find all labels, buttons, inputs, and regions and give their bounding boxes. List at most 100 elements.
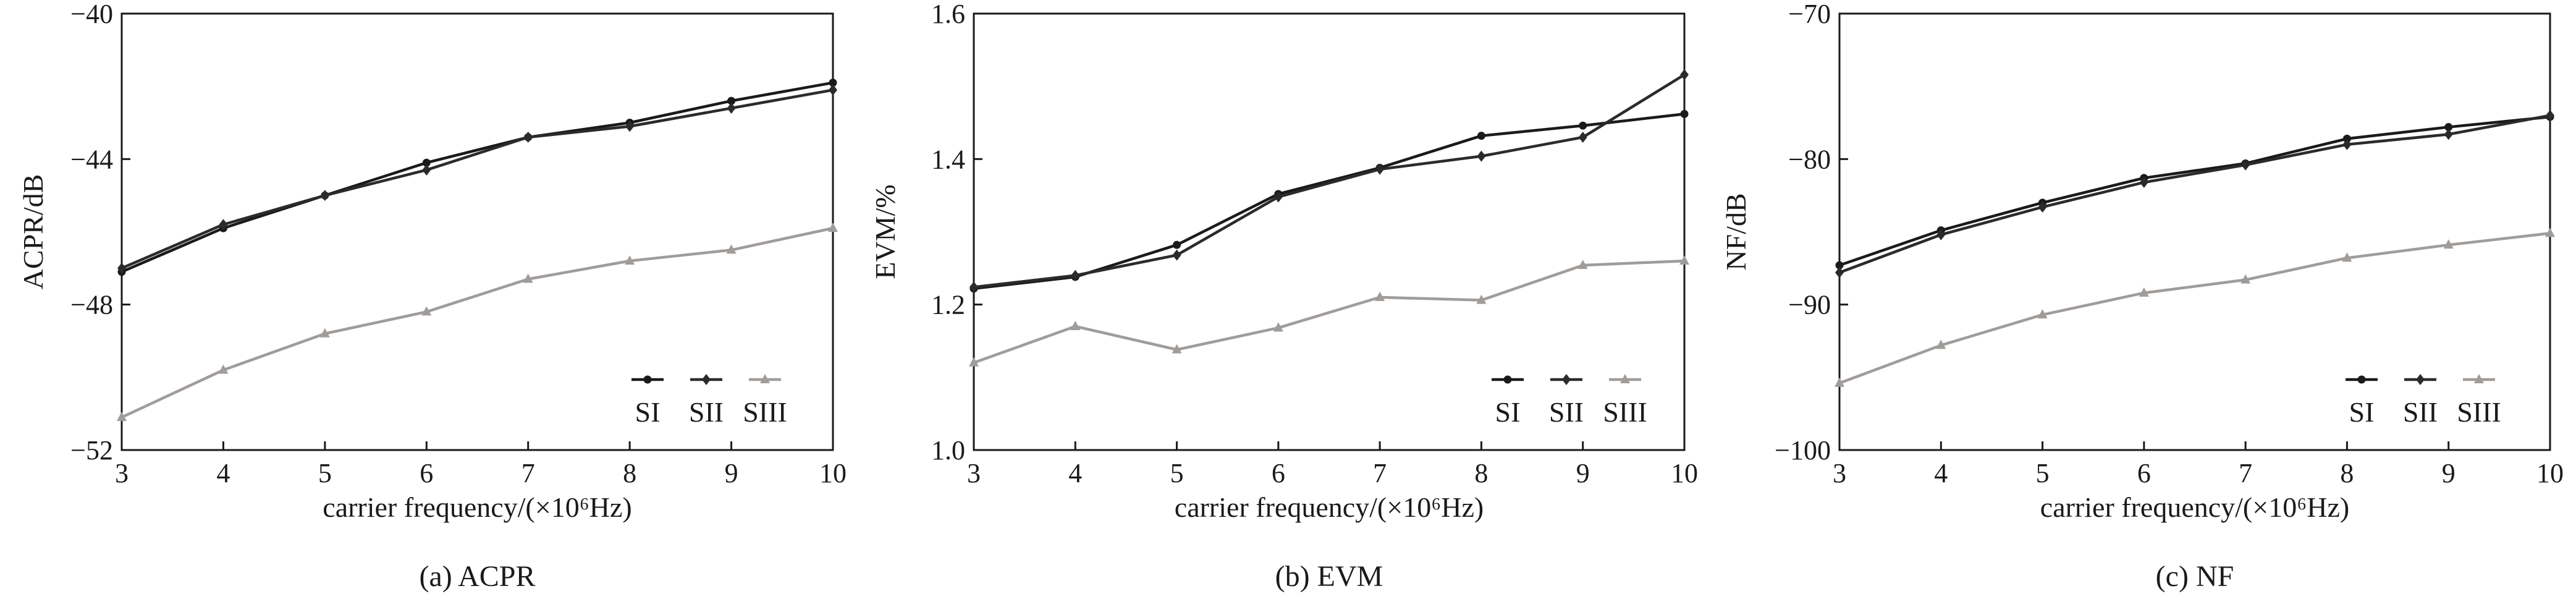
data-point-SIII	[421, 306, 432, 316]
legend-label-SI: SI	[1495, 396, 1521, 428]
data-point-SII	[2546, 109, 2554, 121]
legend: SI SII SIII	[2346, 374, 2501, 428]
data-point-SIII	[117, 412, 127, 422]
data-point-SI	[1680, 109, 1689, 118]
data-point-SII	[2139, 176, 2148, 188]
y-tick-label: 1.2	[931, 290, 965, 320]
x-tick-label: 5	[318, 458, 332, 488]
series-line-SI	[973, 113, 1685, 291]
data-point-SII	[219, 219, 228, 231]
y-tick-label: −70	[1788, 0, 1831, 29]
x-tick-label: 4	[216, 458, 230, 488]
data-point-SI	[1579, 121, 1587, 130]
y-tick-label: 1.0	[931, 435, 965, 465]
legend-label-SIII: SIII	[743, 396, 787, 428]
y-tick-label: −80	[1788, 144, 1831, 174]
data-point-SIII	[2240, 274, 2251, 284]
x-tick-label: 3	[115, 458, 129, 488]
data-point-SII	[117, 262, 126, 274]
x-tick-label: 8	[623, 458, 636, 488]
legend-marker-SII	[1562, 374, 1571, 385]
data-point-SIII	[2342, 252, 2352, 262]
x-tick-label: 6	[1272, 458, 1285, 488]
legend-label-SII: SII	[2403, 396, 2438, 428]
x-tick-label: 7	[2239, 458, 2252, 488]
data-point-SII	[1936, 229, 1946, 240]
x-tick-label: 9	[725, 458, 738, 488]
data-point-SIII	[1679, 255, 1689, 265]
y-tick-label: −90	[1788, 290, 1831, 320]
data-point-SII	[523, 132, 533, 143]
data-point-SIII	[2443, 239, 2454, 249]
data-point-SIII	[1070, 320, 1081, 330]
x-tick-label: 4	[1934, 458, 1948, 488]
x-tick-label: 5	[1170, 458, 1184, 488]
panel-caption: (a) ACPR	[419, 560, 535, 593]
y-tick-label: −52	[70, 435, 113, 465]
x-tick-label: 9	[1576, 458, 1590, 488]
data-point-SI	[829, 79, 837, 87]
data-point-SIII	[726, 244, 737, 254]
data-point-SI	[2444, 123, 2453, 132]
x-axis-label: carrier frequency/(×10⁶Hz)	[2040, 491, 2349, 523]
data-point-SIII	[1577, 260, 1588, 270]
data-point-SI	[1477, 132, 1485, 140]
x-tick-label: 8	[1474, 458, 1488, 488]
y-tick-label: −40	[70, 0, 113, 29]
y-axis-label: ACPR/dB	[17, 174, 49, 290]
legend-marker-SI	[1503, 375, 1512, 384]
y-tick-label: −44	[70, 144, 113, 174]
data-point-SIII	[1835, 377, 1844, 387]
data-point-SIII	[218, 364, 229, 374]
panel-caption: (b) EVM	[1275, 560, 1383, 593]
legend-label-SII: SII	[1549, 396, 1584, 428]
data-point-SIII	[2545, 227, 2555, 237]
y-axis-label: EVM/%	[869, 184, 901, 279]
data-point-SIII	[2037, 309, 2048, 319]
x-tick-label: 4	[1068, 458, 1082, 488]
x-tick-label: 7	[1373, 458, 1387, 488]
data-point-SI	[727, 96, 736, 105]
data-point-SIII	[2139, 287, 2149, 297]
data-point-SIII	[523, 273, 533, 283]
data-point-SII	[2038, 201, 2047, 213]
legend-label-SIII: SIII	[2457, 396, 2501, 428]
data-point-SIII	[1936, 339, 1946, 349]
legend-marker-SIII	[760, 374, 770, 383]
chart-panel-1: 3 4 5 6 7 8 9 10 −52 −48 −44 −40 carrier frequency/(…	[17, 0, 847, 593]
data-point-SII	[1172, 249, 1181, 261]
legend: SI SII SIII	[1492, 374, 1647, 428]
x-tick-label: 10	[2536, 458, 2564, 488]
legend-marker-SI	[643, 375, 652, 384]
y-tick-label: 1.6	[931, 0, 965, 29]
series-line-SII	[121, 88, 834, 270]
data-point-SII	[422, 164, 431, 176]
x-tick-label: 10	[819, 458, 847, 488]
plot-frame	[1838, 12, 2551, 451]
plot-frame	[120, 12, 834, 451]
legend-marker-SII	[2416, 374, 2425, 385]
data-point-SII	[625, 121, 635, 132]
series-line-SIII	[1839, 232, 2551, 384]
data-point-SII	[1835, 266, 1844, 278]
data-point-SII	[1477, 150, 1486, 162]
y-tick-label: −100	[1775, 435, 1831, 465]
legend-marker-SII	[702, 374, 711, 385]
x-axis-label: carrier frequency/(×10⁶Hz)	[1175, 491, 1484, 523]
x-tick-label: 3	[967, 458, 981, 488]
series-line-SI	[1839, 115, 2551, 267]
series-line-SII	[973, 73, 1686, 289]
legend: SI SII SIII	[631, 374, 787, 428]
data-point-SIII	[1172, 344, 1182, 354]
legend-label-SIII: SIII	[1603, 396, 1647, 428]
legend-label-SI: SI	[635, 396, 661, 428]
legend-marker-SIII	[1620, 374, 1630, 383]
data-point-SII	[829, 84, 837, 96]
data-point-SIII	[1375, 291, 1385, 301]
data-point-SI	[1835, 261, 1844, 270]
panel-caption: (c) NF	[2156, 560, 2234, 593]
data-point-SII	[969, 281, 978, 293]
data-point-SI	[2342, 134, 2351, 143]
data-point-SI	[422, 158, 431, 167]
